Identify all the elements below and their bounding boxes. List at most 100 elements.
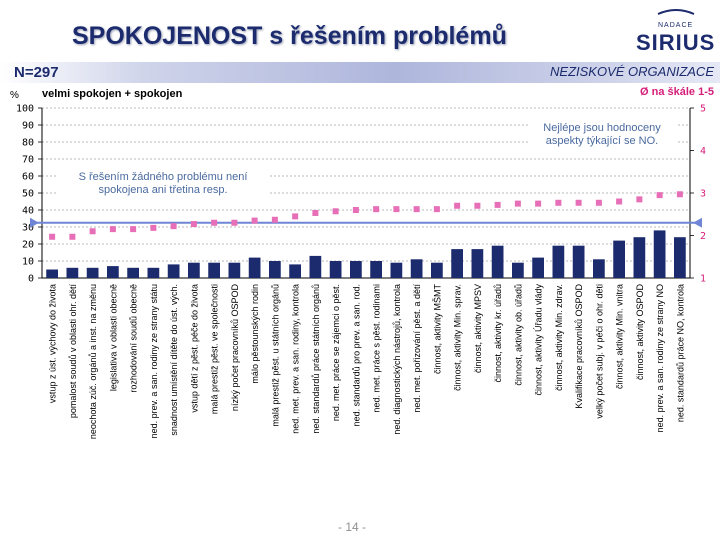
bar bbox=[188, 262, 200, 278]
mean-marker bbox=[49, 233, 56, 240]
x-tick-label: činnost, aktivity Min. sprav. bbox=[453, 284, 463, 391]
bar bbox=[593, 259, 605, 278]
bar bbox=[86, 267, 99, 278]
x-tick-label: malá prestiž pěst. u státních orgánů bbox=[270, 284, 280, 427]
mean-marker bbox=[271, 216, 278, 223]
x-tick-label: vstup z úst. výchovy do života bbox=[48, 284, 58, 403]
y-tick-label: 90 bbox=[22, 121, 34, 132]
mean-marker bbox=[413, 206, 420, 213]
y-tick-label: 60 bbox=[22, 172, 34, 183]
x-tick-label: legislativa v oblasti obecně bbox=[108, 284, 118, 391]
bar bbox=[572, 245, 585, 278]
x-tick-label: Kvalifikace pracovníků OSPOD bbox=[574, 284, 584, 409]
bar bbox=[289, 264, 301, 278]
mean-marker bbox=[170, 223, 177, 230]
x-tick-label: malá prestiž pěst. ve společnosti bbox=[210, 284, 220, 414]
legend-bars: velmi spokojen + spokojen bbox=[42, 88, 183, 100]
y-tick-label: 50 bbox=[22, 189, 34, 200]
bar bbox=[410, 259, 423, 278]
mean-marker bbox=[575, 199, 582, 206]
legend-markers: Ø na škále 1-5 bbox=[640, 86, 714, 98]
bar bbox=[46, 269, 58, 278]
bar bbox=[329, 261, 342, 278]
x-tick-label: ned. prev. a san. rodiny ze strany NO bbox=[655, 284, 665, 432]
x-tick-label: ned. diagnostických nástrojů, kontrola bbox=[392, 284, 402, 435]
page-title: SPOKOJENOST s řešením problémů bbox=[72, 22, 507, 50]
x-tick-label: ned. standardů práce státních orgánů bbox=[311, 284, 321, 434]
mean-marker bbox=[373, 206, 380, 213]
sample-size: N=297 bbox=[14, 64, 59, 81]
bar bbox=[451, 249, 463, 278]
x-tick-label: snadnost umístění dítěte do úst. vých. bbox=[169, 284, 179, 436]
x-tick-label: činnost, aktivity MŠMT bbox=[432, 284, 442, 375]
reference-arrow-right bbox=[693, 217, 702, 228]
y-tick-label: 80 bbox=[22, 138, 34, 149]
mean-marker bbox=[454, 202, 461, 209]
y2-tick-label: 1 bbox=[700, 274, 706, 285]
bar bbox=[653, 230, 666, 278]
note-worst: S řešením žádného problému není spokojen… bbox=[58, 171, 268, 197]
bar bbox=[491, 245, 504, 278]
x-tick-label: činnost, aktivity OSPOD bbox=[635, 284, 645, 381]
mean-marker bbox=[211, 219, 218, 226]
mean-marker bbox=[89, 228, 96, 235]
x-tick-label: ned. standardů pro prev. a san. rod. bbox=[351, 284, 361, 426]
bar bbox=[390, 262, 403, 278]
y2-tick-label: 3 bbox=[700, 189, 706, 200]
percent-unit: % bbox=[10, 90, 19, 101]
bar bbox=[350, 261, 362, 278]
mean-marker bbox=[251, 217, 258, 224]
x-tick-label: velký počet subj. v péči o ohr. děti bbox=[594, 284, 604, 419]
bar bbox=[66, 267, 79, 278]
logo-swoosh-icon bbox=[657, 9, 695, 15]
bar bbox=[208, 262, 220, 278]
x-tick-label: ned. met. práce se zájemci o pěst. bbox=[331, 284, 341, 421]
y2-tick-label: 2 bbox=[700, 231, 706, 242]
y-tick-label: 10 bbox=[22, 257, 34, 268]
mean-marker bbox=[656, 192, 663, 199]
bar bbox=[147, 267, 160, 278]
mean-marker bbox=[393, 206, 400, 213]
x-tick-label: ned. met. pořizování pěst. a dětí bbox=[412, 284, 422, 413]
x-tick-label: činnost, aktivity Min. vnitra bbox=[615, 284, 625, 389]
x-tick-label: ned. standardů práce NO, kontrola bbox=[675, 284, 685, 422]
bar bbox=[127, 267, 139, 278]
x-tick-label: ned. prev. a san. rodiny ze strany státu bbox=[149, 284, 159, 438]
mean-marker bbox=[494, 201, 501, 208]
mean-marker bbox=[636, 196, 643, 203]
mean-marker bbox=[676, 191, 683, 198]
bar bbox=[228, 262, 241, 278]
x-tick-label: rozhodování soudů obecně bbox=[129, 284, 139, 393]
mean-marker bbox=[231, 219, 238, 226]
x-tick-label: činnost, aktivity Min. zdrav. bbox=[554, 284, 564, 391]
bar bbox=[512, 262, 524, 278]
y-tick-label: 70 bbox=[22, 155, 34, 166]
bar bbox=[269, 261, 281, 278]
y-tick-label: 40 bbox=[22, 206, 34, 217]
page-number: - 14 - bbox=[338, 520, 367, 534]
mean-marker bbox=[150, 224, 157, 231]
mean-marker bbox=[616, 198, 623, 205]
bar bbox=[633, 237, 646, 278]
x-tick-label: neochota zúč. orgánů a inst. na změnu bbox=[88, 284, 98, 439]
note-best: Nejlépe jsou hodnoceny aspekty týkající … bbox=[528, 122, 676, 148]
bar bbox=[532, 257, 544, 278]
x-tick-label: vstup dětí z pěst. péče do života bbox=[189, 284, 199, 413]
mean-marker bbox=[433, 206, 440, 213]
header-band bbox=[0, 62, 720, 83]
x-tick-label: pomalost soudů v oblasti ohr. dětí bbox=[68, 284, 78, 419]
x-tick-label: málo pěstounských rodin bbox=[250, 284, 260, 384]
bar bbox=[674, 237, 686, 278]
y-tick-label: 100 bbox=[16, 104, 34, 115]
bar bbox=[309, 255, 322, 278]
mean-marker bbox=[292, 213, 299, 220]
logo: NADACE SIRIUS bbox=[636, 8, 714, 60]
x-tick-label: činnost, aktivity kr. úřadů bbox=[493, 284, 503, 383]
mean-marker bbox=[130, 226, 137, 233]
bar bbox=[167, 264, 180, 278]
y-tick-label: 20 bbox=[22, 240, 34, 251]
mean-marker bbox=[190, 221, 197, 228]
x-tick-label: ned. met. práce s pěst. rodinami bbox=[372, 284, 382, 413]
mean-marker bbox=[352, 207, 359, 213]
